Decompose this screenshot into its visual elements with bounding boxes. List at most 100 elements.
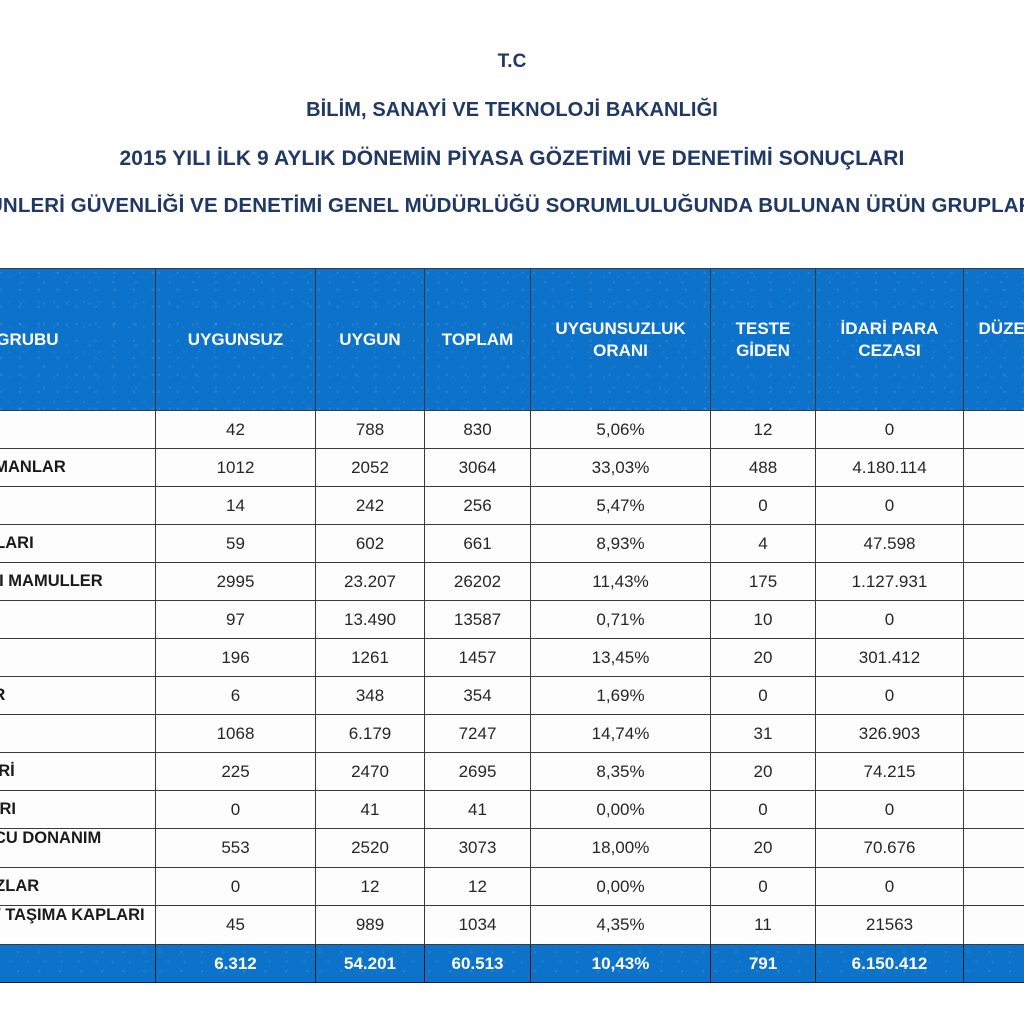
table-row: SICAK SU KAZANLARI596026618,93%447.59832 xyxy=(0,524,1024,563)
column-header-duzeltme-suresi: DÜZELTME İÇİN SÜRE VERİLEN xyxy=(963,268,1024,411)
cell-4: 1,69% xyxy=(530,676,711,715)
cell-3: 1034 xyxy=(424,905,531,945)
cell-1: 2995 xyxy=(155,562,316,601)
cell-4: 5,47% xyxy=(530,486,711,525)
cell-2: 2520 xyxy=(315,828,425,868)
table-row: BASINÇLI KAPLAR63483541,69%003 xyxy=(0,676,1024,715)
cell-2: 54.201 xyxy=(315,944,425,983)
cell-5: 4 xyxy=(710,524,816,563)
cell-4: 0,71% xyxy=(530,600,711,639)
cell-4: 4,35% xyxy=(530,905,711,945)
row-label-cell: OYUNCAKLAR xyxy=(0,638,156,677)
cell-2: 989 xyxy=(315,905,425,945)
cell-7: 17 xyxy=(963,905,1024,945)
cell-6: 0 xyxy=(815,790,964,829)
cell-1: 59 xyxy=(155,524,316,563)
cell-2: 348 xyxy=(315,676,425,715)
column-header-uygunsuzluk-orani: UYGUNSUZLUK ORANI xyxy=(530,268,711,411)
cell-6: 21563 xyxy=(815,905,964,945)
cell-1: 97 xyxy=(155,600,316,639)
title-line-1: T.C xyxy=(497,51,527,72)
cell-2: 602 xyxy=(315,524,425,563)
pgd-results-table: ÜRÜN GRUBU UYGUNSUZ UYGUN TOPLAM UYGUNSU… xyxy=(0,268,1024,983)
cell-4: 0,00% xyxy=(530,867,711,906)
table-row: DİĞER ÜRÜNLER / TAŞIMA KAPLARI VE VANALA… xyxy=(0,905,1024,945)
row-label-cell: MAKİNALAR xyxy=(0,486,156,525)
table-body: ASANSÖRLER427888305,06%12018ELEKTRİKLİ E… xyxy=(0,410,1024,983)
cell-6: 326.903 xyxy=(815,714,964,753)
cell-5: 20 xyxy=(710,752,816,791)
cell-3: 2695 xyxy=(424,752,531,791)
cell-5: 791 xyxy=(710,944,816,983)
column-header-urun-grubu: ÜRÜN GRUBU xyxy=(0,268,156,411)
cell-5: 20 xyxy=(710,828,816,868)
cell-1: 1012 xyxy=(155,448,316,487)
cell-2: 41 xyxy=(315,790,425,829)
row-label-cell: YAPI MALZEMELERİ xyxy=(0,752,156,791)
cell-7: 0 xyxy=(963,790,1024,829)
cell-1: 6.312 xyxy=(155,944,316,983)
cell-1: 196 xyxy=(155,638,316,677)
cell-3: 1457 xyxy=(424,638,531,677)
cell-7: 41 xyxy=(963,752,1024,791)
cell-3: 661 xyxy=(424,524,531,563)
cell-3: 12 xyxy=(424,867,531,906)
cell-2: 242 xyxy=(315,486,425,525)
cell-5: 10 xyxy=(710,600,816,639)
row-label-cell: GAZ YAKAN CİHAZLAR xyxy=(0,867,156,906)
cell-3: 13587 xyxy=(424,600,531,639)
cell-1: 45 xyxy=(155,905,316,945)
cell-2: 788 xyxy=(315,410,425,449)
column-header-toplam: TOPLAM xyxy=(424,268,531,411)
cell-6: 0 xyxy=(815,867,964,906)
row-label-cell: DİĞER ÜRÜNLER / TAŞIMA KAPLARI VE VANALA… xyxy=(0,905,156,945)
cell-6: 0 xyxy=(815,676,964,715)
cell-1: 42 xyxy=(155,410,316,449)
cell-7: 18 xyxy=(963,410,1024,449)
cell-2: 23.207 xyxy=(315,562,425,601)
column-header-idari-para-cezasi: İDARİ PARA CEZASI xyxy=(815,268,964,411)
cell-7: 568 xyxy=(963,944,1024,983)
cell-7: 124 xyxy=(963,448,1024,487)
cell-6: 6.150.412 xyxy=(815,944,964,983)
cell-5: 0 xyxy=(710,790,816,829)
total-row-label: TOPLAM xyxy=(0,944,156,983)
cell-5: 0 xyxy=(710,867,816,906)
title-line-2: BİLİM, SANAYİ VE TEKNOLOJİ BAKANLIĞI xyxy=(306,99,718,121)
cell-2: 2470 xyxy=(315,752,425,791)
cell-2: 2052 xyxy=(315,448,425,487)
cell-5: 0 xyxy=(710,486,816,525)
row-label-cell: SICAK SU KAZANLARI xyxy=(0,524,156,563)
cell-2: 12 xyxy=(315,867,425,906)
column-header-uygun: UYGUN xyxy=(315,268,425,411)
cell-6: 47.598 xyxy=(815,524,964,563)
cell-3: 26202 xyxy=(424,562,531,601)
cell-2: 1261 xyxy=(315,638,425,677)
table-header-row-group: ÜRÜN GRUBU UYGUNSUZ UYGUN TOPLAM UYGUNSU… xyxy=(0,268,1024,411)
cell-5: 11 xyxy=(710,905,816,945)
cell-5: 20 xyxy=(710,638,816,677)
title-line-3: 2015 YILI İLK 9 AYLIK DÖNEMİN PİYASA GÖZ… xyxy=(119,147,905,170)
cell-4: 13,45% xyxy=(530,638,711,677)
row-label-cell: BASINÇLI KAPLAR xyxy=(0,676,156,715)
cell-6: 1.127.931 xyxy=(815,562,964,601)
cell-6: 301.412 xyxy=(815,638,964,677)
row-label-cell: ÖLÇÜ ALETLERİ xyxy=(0,600,156,639)
results-table-container: ÜRÜN GRUBU UYGUNSUZ UYGUN TOPLAM UYGUNSU… xyxy=(0,268,1024,983)
title-line-4: SANAYİ ÜRÜNLERİ GÜVENLİĞİ VE DENETİMİ GE… xyxy=(0,194,1024,217)
column-header-teste-giden: TESTE GİDEN xyxy=(710,268,816,411)
cell-6: 70.676 xyxy=(815,828,964,868)
table-row: YAPI MALZEMELERİ225247026958,35%2074.215… xyxy=(0,752,1024,791)
table-row: HAZIR AMBALAJLI MAMULLER299523.207262021… xyxy=(0,562,1024,601)
cell-4: 11,43% xyxy=(530,562,711,601)
cell-4: 0,00% xyxy=(530,790,711,829)
cell-1: 553 xyxy=(155,828,316,868)
cell-6: 74.215 xyxy=(815,752,964,791)
cell-4: 8,93% xyxy=(530,524,711,563)
cell-4: 8,35% xyxy=(530,752,711,791)
cell-7: 95 xyxy=(963,714,1024,753)
cell-1: 6 xyxy=(155,676,316,715)
table-row: GAZ YAKAN CİHAZLAR012120,00%000 xyxy=(0,867,1024,906)
cell-3: 256 xyxy=(424,486,531,525)
